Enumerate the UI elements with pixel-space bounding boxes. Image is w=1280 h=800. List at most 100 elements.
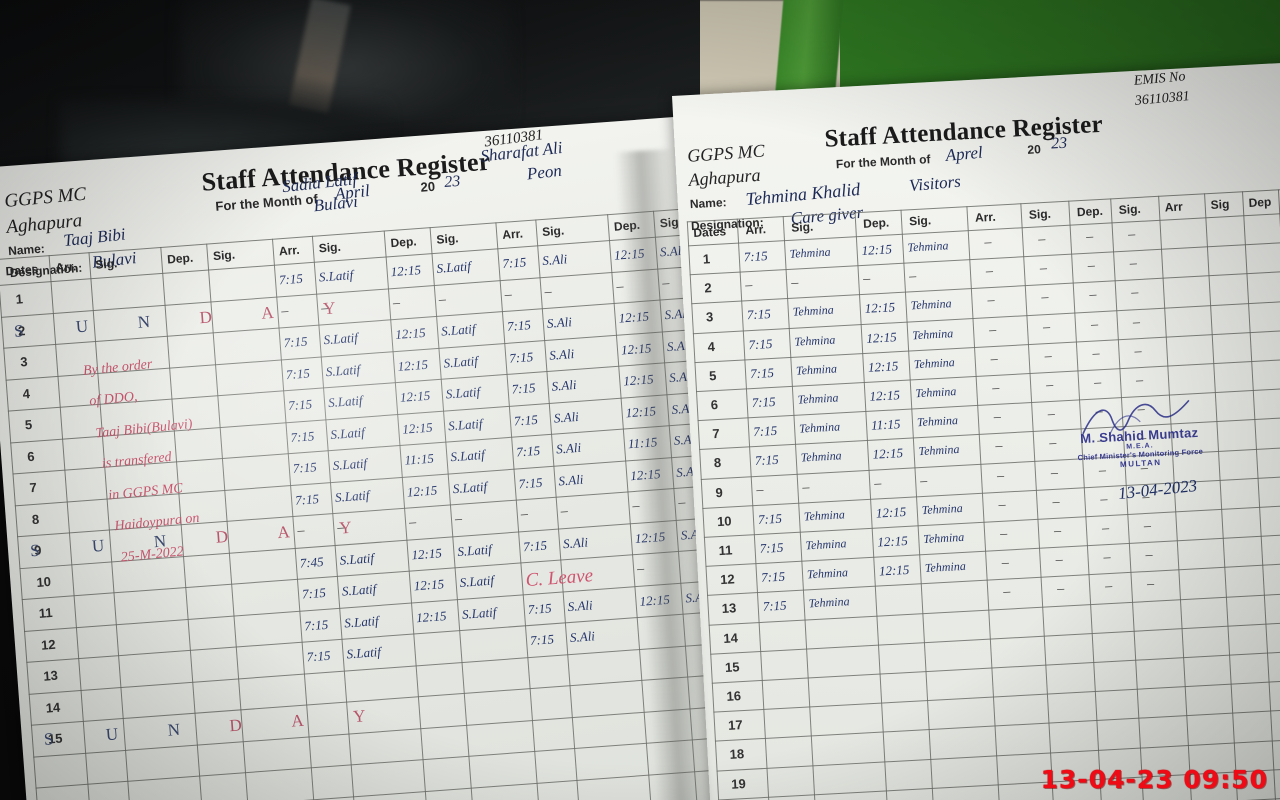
grid-hline bbox=[714, 707, 1280, 743]
left-sadia-cell: – bbox=[454, 511, 463, 528]
grid-hline bbox=[692, 298, 1280, 334]
right-visitor-dash: – bbox=[1044, 348, 1053, 365]
left-transfer-note-line: of DDO, bbox=[88, 389, 139, 410]
right-month-label: For the Month of bbox=[835, 152, 931, 172]
right-visitor-dash: – bbox=[1055, 552, 1064, 569]
left-transfer-note-line: is transfered bbox=[101, 450, 173, 473]
right-date-cell: 19 bbox=[730, 775, 747, 792]
left-sadia-cell: 12:15 bbox=[415, 607, 447, 625]
grid-hline bbox=[711, 648, 1280, 684]
right-entry-cell: Tehmina bbox=[910, 296, 952, 313]
left-sadia-cell: 12:15 bbox=[397, 356, 429, 374]
left-year-prefix: 20 bbox=[420, 178, 436, 195]
grid-hline bbox=[695, 357, 1280, 393]
left-colhead-b1-Sig.: Sig. bbox=[212, 247, 236, 264]
right-date-cell: 14 bbox=[722, 629, 739, 646]
right-entry-cell: 7:15 bbox=[760, 568, 786, 586]
right-visitor-dash: – bbox=[987, 293, 995, 309]
left-sunday-letter: D bbox=[214, 526, 229, 547]
left-sadia-cell: S.Latif bbox=[343, 612, 380, 631]
right-entry-cell: Tehmina bbox=[911, 325, 954, 342]
left-sadia-cell: 7:45 bbox=[299, 553, 325, 571]
right-emis-label: EMIS No bbox=[1133, 69, 1187, 89]
left-transfer-note-line: By the order bbox=[82, 356, 154, 379]
right-entry-cell: 12:15 bbox=[869, 387, 901, 404]
right-entry-cell: 7:15 bbox=[752, 423, 778, 440]
left-sadia-cell: S.Latif bbox=[447, 415, 483, 433]
right-visitor-dash: – bbox=[1092, 346, 1100, 362]
left-sadia-cell: S.Latif bbox=[332, 455, 368, 473]
right-entry-cell: 12:15 bbox=[861, 241, 893, 258]
grid-vline bbox=[736, 218, 777, 800]
right-visitor-dash: – bbox=[1047, 406, 1056, 423]
left-sadia-cell: S.Latif bbox=[456, 541, 493, 559]
grid-hline bbox=[703, 502, 1280, 538]
right-colhead-Dep.: Dep. bbox=[862, 215, 890, 231]
left-sadia-cell: 7:15 bbox=[301, 584, 327, 602]
grid-vline bbox=[1204, 193, 1245, 800]
right-entry-cell: 7:15 bbox=[754, 452, 780, 469]
left-sharafat-cell: 7:15 bbox=[527, 599, 553, 617]
left-date-cell: 5 bbox=[24, 416, 33, 433]
left-sharafat-cell: S.Ali bbox=[562, 534, 589, 551]
left-sunday-letter: S bbox=[29, 540, 41, 561]
right-entry-cell: Tehmina bbox=[800, 448, 842, 465]
right-entry-cell: Tehmina bbox=[916, 413, 959, 430]
left-sadia-cell: 7:15 bbox=[289, 427, 315, 445]
right-extra-colhead-2: Dep bbox=[1248, 194, 1272, 210]
left-dates-header: Dates bbox=[5, 262, 39, 279]
left-sharafat-cell: S.Ali bbox=[557, 471, 584, 488]
right-colhead-Sig.: Sig. bbox=[790, 219, 814, 235]
left-sharafat-cell: S.Ali bbox=[541, 251, 568, 269]
left-date-cell: 12 bbox=[40, 636, 57, 653]
left-sadia-cell: 7:15 bbox=[303, 616, 329, 633]
right-entry-cell: 12:15 bbox=[867, 357, 899, 375]
left-sadia-cell: 7:15 bbox=[278, 270, 304, 288]
right-date-cell: 9 bbox=[715, 484, 724, 500]
left-sunday-letter: S bbox=[13, 320, 25, 341]
right-entry-cell: Tehmina bbox=[918, 442, 960, 459]
left-sharafat-cell: – bbox=[560, 503, 569, 520]
left-sadia-cell: 12:15 bbox=[401, 419, 434, 437]
right-entry-cell: 12:15 bbox=[872, 445, 904, 463]
left-sunday-letter: A bbox=[260, 302, 275, 323]
left-colhead-b1-Arr.: Arr. bbox=[54, 259, 77, 275]
right-date-cell: 18 bbox=[729, 746, 745, 763]
left-sadia-cell: S.Latif bbox=[445, 383, 481, 402]
right-date-cell: 2 bbox=[704, 280, 713, 296]
right-date-cell: 10 bbox=[716, 513, 732, 529]
right-entry-cell: 11:15 bbox=[870, 416, 901, 433]
right-visitor-dash: – bbox=[1045, 377, 1054, 394]
right-entry-cell: Tehmina bbox=[795, 361, 838, 378]
left-sharafat-cell: 7:15 bbox=[511, 379, 536, 397]
right-visitor-dash: – bbox=[1145, 547, 1153, 564]
grid-vline bbox=[383, 230, 429, 800]
left-sadia-cell: 12:15 bbox=[394, 324, 427, 343]
grid-hline bbox=[713, 677, 1280, 713]
left-sharafat-cell: 7:15 bbox=[506, 317, 532, 334]
right-year-value: 23 bbox=[1050, 134, 1068, 153]
left-date-cell: 13 bbox=[42, 667, 59, 684]
right-visitor-dash: – bbox=[1135, 372, 1144, 389]
left-sadia-cell: S.Latif bbox=[449, 446, 486, 465]
right-colhead-Sig.: Sig. bbox=[908, 213, 932, 229]
left-sadia-cell: S.Latif bbox=[341, 581, 377, 599]
right-date-cell: 6 bbox=[710, 396, 719, 413]
right-visitor-dash: – bbox=[1104, 579, 1113, 595]
right-entry-cell: – bbox=[919, 473, 928, 489]
right-entry-cell: Tehmina bbox=[798, 419, 841, 436]
right-visitor-dash: – bbox=[1041, 290, 1049, 306]
right-visitor-dash: – bbox=[1085, 229, 1094, 245]
right-dates-header: Dates bbox=[693, 224, 727, 241]
left-colhead-b2-Sig.: Sig. bbox=[435, 231, 459, 247]
right-entry-cell: 12:15 bbox=[864, 299, 896, 317]
right-date-cell: 15 bbox=[724, 658, 740, 675]
left-sharafat-cell: 7:15 bbox=[515, 442, 541, 460]
left-sharafat-cell: S.Ali bbox=[548, 345, 575, 363]
left-date-cell: 14 bbox=[45, 699, 61, 716]
left-sadia-cell: S.Latif bbox=[442, 352, 479, 371]
left-date-cell: 7 bbox=[29, 479, 38, 496]
right-entry-cell: 7:15 bbox=[757, 510, 783, 527]
right-entry-cell: Tehmina bbox=[806, 565, 849, 582]
